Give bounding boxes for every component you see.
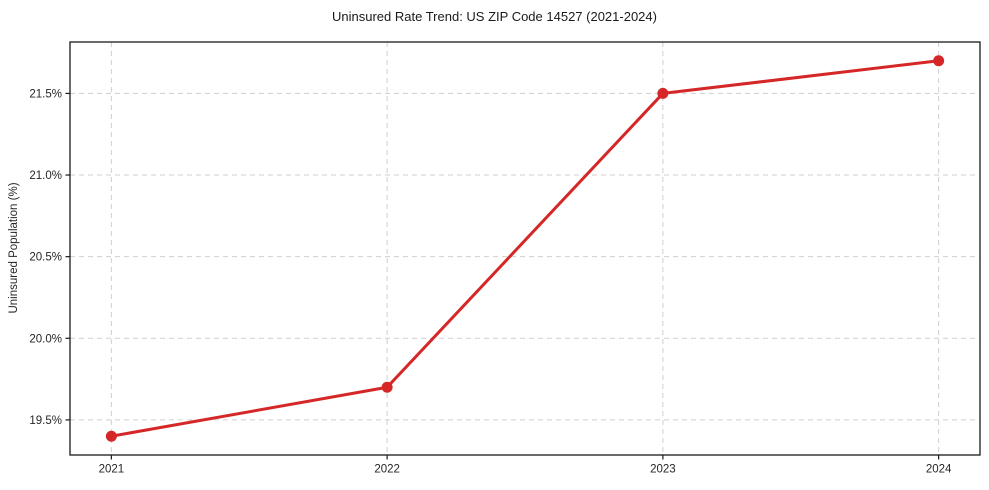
x-tick-label: 2022 (374, 464, 400, 476)
y-axis-label: Uninsured Population (%) (8, 182, 20, 314)
y-tick-label: 20.5% (29, 252, 62, 264)
chart-title: Uninsured Rate Trend: US ZIP Code 14527 … (332, 9, 657, 24)
plot-border (69, 41, 981, 456)
x-tick-label: 2023 (650, 464, 676, 476)
data-point-marker (657, 87, 669, 99)
data-point-marker (381, 381, 393, 393)
trend-line (109, 59, 941, 438)
data-point-marker (933, 55, 945, 67)
x-tick-label: 2021 (99, 464, 125, 476)
y-tick-label: 20.0% (29, 333, 62, 345)
data-point-marker (105, 430, 117, 442)
y-tick-label: 21.0% (29, 170, 62, 182)
y-tick-label: 21.5% (29, 88, 62, 100)
y-tick-label: 19.5% (29, 415, 62, 427)
x-tick-label: 2024 (926, 464, 952, 476)
